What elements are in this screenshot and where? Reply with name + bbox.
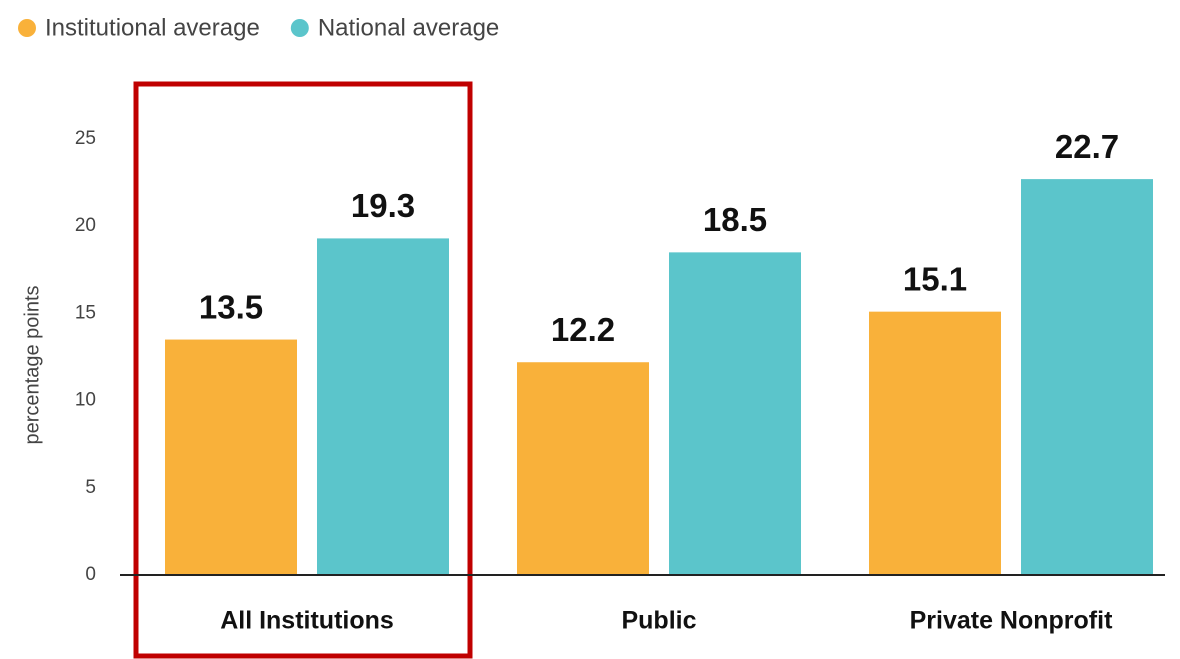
y-tick-label: 0: [85, 564, 96, 585]
highlight-box: [133, 81, 473, 659]
value-label: 22.7: [1055, 128, 1119, 165]
y-tick-label: 5: [85, 477, 96, 498]
bar: [317, 238, 449, 575]
x-tick-label: All Institutions: [220, 607, 394, 635]
bar: [669, 252, 801, 576]
value-label: 12.2: [551, 311, 615, 348]
y-tick-label: 10: [75, 390, 96, 411]
bar: [1021, 179, 1153, 575]
x-tick-label: Public: [621, 607, 696, 635]
x-tick-label: Private Nonprofit: [910, 607, 1113, 635]
y-axis-title: percentage points: [21, 285, 43, 444]
value-label: 18.5: [703, 201, 767, 238]
y-tick-label: 15: [75, 302, 96, 323]
y-tick-label: 20: [75, 215, 96, 236]
value-label: 19.3: [351, 187, 415, 224]
bar: [165, 339, 297, 575]
legend-swatch: [290, 19, 309, 37]
bar: [869, 311, 1001, 575]
bar: [517, 362, 649, 575]
value-label: 15.1: [903, 260, 967, 297]
legend-label: National average: [318, 14, 499, 41]
legend-label: Institutional average: [45, 14, 260, 41]
value-label: 13.5: [199, 288, 263, 325]
y-tick-label: 25: [75, 128, 96, 149]
legend-swatch: [18, 19, 36, 37]
